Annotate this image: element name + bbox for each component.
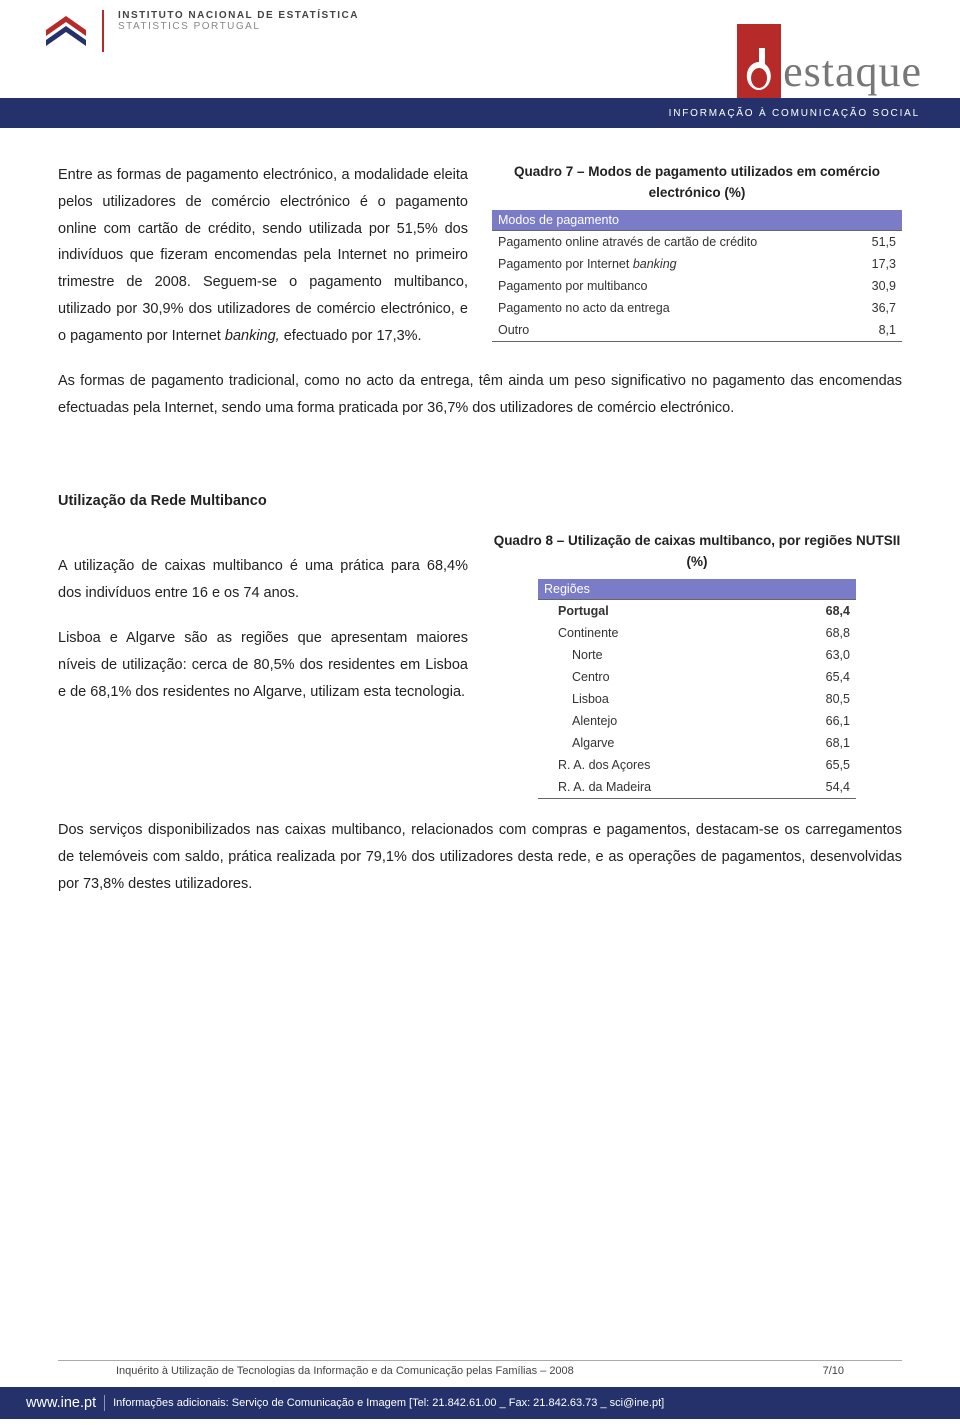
table7-row-value: 36,7 xyxy=(872,301,896,315)
table8-title: Quadro 8 – Utilização de caixas multiban… xyxy=(492,531,902,573)
section2-para1: A utilização de caixas multibanco é uma … xyxy=(58,553,468,607)
table8-row-value: 68,4 xyxy=(826,604,850,618)
table8-row: Continente 68,8 xyxy=(538,622,856,644)
table8-row: R. A. da Madeira 54,4 xyxy=(538,776,856,799)
table8-row-label: Centro xyxy=(544,670,610,684)
table7-row: Pagamento no acto da entrega 36,7 xyxy=(492,297,902,319)
table7-container: Quadro 7 – Modos de pagamento utilizados… xyxy=(492,162,902,350)
spacer xyxy=(58,421,902,457)
table7-row-label: Pagamento por Internet banking xyxy=(498,257,677,271)
section2-text-column: A utilização de caixas multibanco é uma … xyxy=(58,531,468,799)
ine-logo-icon xyxy=(38,10,94,56)
section-multibanco: A utilização de caixas multibanco é uma … xyxy=(58,531,902,799)
page-header: INSTITUTO NACIONAL DE ESTATÍSTICA STATIS… xyxy=(0,0,960,128)
footer-site: www.ine.pt xyxy=(26,1395,96,1411)
table8-header: Regiões xyxy=(538,579,856,599)
page-content: Entre as formas de pagamento electrónico… xyxy=(0,128,960,898)
table8-row: Centro 65,4 xyxy=(538,666,856,688)
para1-part-c: efectuado por 17,3%. xyxy=(280,328,422,344)
table8-row-value: 65,4 xyxy=(826,670,850,684)
table8-row-value: 54,4 xyxy=(826,780,850,794)
table8-body: Portugal 68,4 Continente 68,8 Norte 63,0 Ce… xyxy=(538,599,856,799)
footer-info: Informações adicionais: Serviço de Comun… xyxy=(113,1397,664,1409)
table7-row-value: 30,9 xyxy=(872,279,896,293)
institution-text: INSTITUTO NACIONAL DE ESTATÍSTICA STATIS… xyxy=(118,10,359,32)
destaque-word: estaque xyxy=(783,50,922,98)
table7-row-value: 51,5 xyxy=(872,235,896,249)
table8-row: R. A. dos Açores 65,5 xyxy=(538,754,856,776)
table8-row-label: Norte xyxy=(544,648,603,662)
source-note: Inquérito à Utilização de Tecnologias da… xyxy=(116,1365,574,1377)
table8-row-value: 65,5 xyxy=(826,758,850,772)
table8-row-label: Portugal xyxy=(544,604,609,618)
table7-header: Modos de pagamento xyxy=(492,210,902,230)
destaque-d-icon xyxy=(737,24,781,98)
table7-row-label: Outro xyxy=(498,323,529,337)
page-number: 7/10 xyxy=(823,1365,844,1377)
table7-row-label: Pagamento por multibanco xyxy=(498,279,647,293)
table7-row: Pagamento por Internet banking 17,3 xyxy=(492,253,902,275)
table8-inner: Regiões Portugal 68,4 Continente 68,8 Nort… xyxy=(492,579,902,799)
section-payment-methods: Entre as formas de pagamento electrónico… xyxy=(58,162,902,350)
table7-row: Outro 8,1 xyxy=(492,319,902,342)
table7-row: Pagamento online através de cartão de cr… xyxy=(492,231,902,253)
section1-text-column: Entre as formas de pagamento electrónico… xyxy=(58,162,468,350)
table8-row: Algarve 68,1 xyxy=(538,732,856,754)
logo-divider xyxy=(102,10,104,52)
para1-part-b-italic: banking, xyxy=(225,328,280,344)
table8-row-label: R. A. dos Açores xyxy=(544,758,650,772)
table8-row-value: 66,1 xyxy=(826,714,850,728)
table8-row-label: R. A. da Madeira xyxy=(544,780,651,794)
table7-row-label: Pagamento no acto da entrega xyxy=(498,301,670,315)
table7-row-value: 8,1 xyxy=(879,323,896,337)
institution-line1: INSTITUTO NACIONAL DE ESTATÍSTICA xyxy=(118,10,359,21)
table8-row-label: Lisboa xyxy=(544,692,609,706)
table7-title: Quadro 7 – Modos de pagamento utilizados… xyxy=(492,162,902,204)
table7-row-value: 17,3 xyxy=(872,257,896,271)
destaque-brand: estaque xyxy=(737,10,922,98)
table8-row-label: Continente xyxy=(544,626,618,640)
table7-body: Pagamento online através de cartão de cr… xyxy=(492,230,902,342)
table8-row-value: 80,5 xyxy=(826,692,850,706)
institution-logo: INSTITUTO NACIONAL DE ESTATÍSTICA STATIS… xyxy=(38,10,359,98)
table7-row-label: Pagamento online através de cartão de cr… xyxy=(498,235,757,249)
section1-para-after: As formas de pagamento tradicional, como… xyxy=(58,368,902,422)
table8-container: Quadro 8 – Utilização de caixas multiban… xyxy=(492,531,902,799)
table8-row-value: 68,8 xyxy=(826,626,850,640)
table8-row-value: 63,0 xyxy=(826,648,850,662)
spacer xyxy=(58,457,902,493)
table8-row: Lisboa 80,5 xyxy=(538,688,856,710)
table7-row: Pagamento por multibanco 30,9 xyxy=(492,275,902,297)
section2-para-after: Dos serviços disponibilizados nas caixas… xyxy=(58,817,902,897)
para1-part-a: Entre as formas de pagamento electrónico… xyxy=(58,167,468,344)
section2-para2: Lisboa e Algarve são as regiões que apre… xyxy=(58,625,468,705)
footer-bar: www.ine.pt Informações adicionais: Servi… xyxy=(0,1387,960,1419)
institution-line2: STATISTICS PORTUGAL xyxy=(118,21,359,32)
section2-heading: Utilização da Rede Multibanco xyxy=(58,493,902,509)
footer-divider xyxy=(104,1395,105,1411)
table8-row-label: Algarve xyxy=(544,736,614,750)
table8-row: Portugal 68,4 xyxy=(538,600,856,622)
header-top: INSTITUTO NACIONAL DE ESTATÍSTICA STATIS… xyxy=(0,0,960,98)
table8-row: Alentejo 66,1 xyxy=(538,710,856,732)
table8-row-label: Alentejo xyxy=(544,714,617,728)
table8-row: Norte 63,0 xyxy=(538,644,856,666)
section1-para1: Entre as formas de pagamento electrónico… xyxy=(58,162,468,350)
header-bar-text: INFORMAÇÃO À COMUNICAÇÃO SOCIAL xyxy=(669,108,920,119)
header-subtitle-bar: INFORMAÇÃO À COMUNICAÇÃO SOCIAL xyxy=(0,98,960,128)
table8-row-value: 68,1 xyxy=(826,736,850,750)
footer-note: Inquérito à Utilização de Tecnologias da… xyxy=(58,1360,902,1377)
